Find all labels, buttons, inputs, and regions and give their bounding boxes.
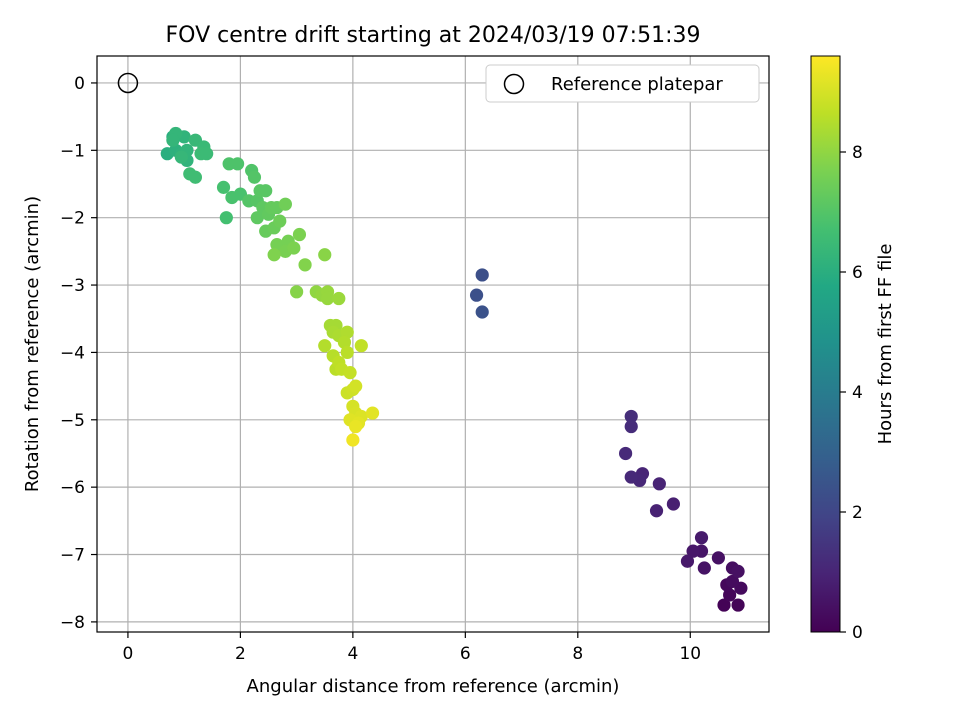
data-point	[666, 497, 681, 511]
colorbar-tick-label: 0	[852, 623, 863, 643]
legend-entry-reference: Reference platepar	[551, 74, 723, 95]
x-axis-ticks: 0 2 4 6 8 10	[123, 632, 701, 664]
colorbar-tick-label: 8	[852, 143, 863, 163]
data-point	[624, 470, 638, 484]
colorbar-label: Hours from first FF file	[875, 244, 896, 445]
chart-title: FOV centre drift starting at 2024/03/19 …	[166, 23, 701, 48]
data-point	[273, 214, 287, 228]
x-tick-label: 10	[679, 644, 701, 664]
reference-platepar-marker	[117, 72, 139, 94]
data-point	[475, 305, 489, 319]
data-point	[349, 419, 363, 434]
x-tick-label: 0	[123, 644, 134, 664]
y-axis-label: Rotation from reference (arcmin)	[22, 196, 43, 492]
legend-marker-reference	[503, 73, 525, 95]
data-point	[287, 241, 301, 255]
colorbar-tick-label: 2	[852, 503, 863, 523]
data-point	[475, 268, 489, 282]
y-tick-label: −7	[60, 546, 85, 566]
data-point	[292, 227, 307, 242]
x-tick-label: 8	[572, 644, 583, 664]
y-tick-label: −1	[60, 141, 85, 161]
data-point	[694, 531, 709, 545]
data-point	[318, 339, 332, 353]
data-point	[652, 477, 666, 491]
data-point	[267, 248, 281, 262]
data-point	[343, 366, 357, 380]
y-tick-label: −6	[60, 478, 85, 498]
data-point	[680, 554, 695, 568]
data-point	[624, 419, 638, 434]
data-point	[725, 574, 740, 589]
data-points	[117, 72, 748, 612]
colorbar-tick-label: 6	[852, 263, 863, 283]
y-axis-ticks: 0 −1 −2 −3 −4 −5 −6 −7 −8	[60, 74, 97, 633]
data-point	[723, 588, 737, 602]
x-axis-label: Angular distance from reference (arcmin)	[247, 676, 620, 697]
data-point	[250, 211, 264, 225]
data-point	[686, 544, 700, 558]
data-point	[337, 335, 352, 349]
data-point	[354, 339, 368, 353]
data-point	[349, 379, 363, 393]
y-tick-label: −8	[60, 613, 85, 633]
colorbar-ticks: 0 2 4 6 8	[840, 143, 863, 643]
data-point	[731, 564, 745, 578]
data-point	[624, 409, 638, 424]
y-tick-label: −2	[60, 209, 85, 229]
x-tick-label: 4	[347, 644, 358, 664]
data-point	[200, 147, 214, 161]
plot-frame	[96, 55, 770, 633]
data-point	[219, 211, 233, 225]
data-point	[469, 288, 484, 302]
data-point	[717, 598, 731, 612]
legend-box	[485, 64, 760, 103]
data-point	[346, 433, 360, 447]
data-point	[649, 504, 664, 518]
data-point	[318, 248, 332, 262]
data-point	[216, 180, 231, 194]
x-tick-label: 6	[460, 644, 471, 664]
data-point	[174, 150, 188, 164]
colorbar-tick-label: 4	[852, 383, 863, 403]
data-point	[188, 170, 203, 184]
y-tick-label: −5	[60, 411, 85, 431]
data-point	[290, 285, 304, 299]
y-tick-label: 0	[74, 74, 85, 94]
data-point	[259, 184, 273, 198]
data-point	[697, 561, 711, 575]
data-point	[619, 446, 633, 461]
data-point	[278, 197, 292, 211]
data-point	[298, 258, 312, 272]
x-tick-label: 2	[235, 644, 246, 664]
data-point	[711, 551, 725, 565]
legend: Reference platepar	[485, 64, 760, 103]
data-point	[320, 291, 335, 306]
y-tick-label: −4	[60, 343, 85, 363]
data-point	[731, 598, 745, 612]
data-point	[332, 291, 346, 306]
colorbar	[810, 55, 841, 633]
data-point	[365, 406, 380, 420]
data-point	[230, 157, 245, 171]
data-point	[340, 345, 354, 360]
data-point	[166, 133, 180, 147]
data-point	[340, 325, 354, 339]
data-point	[247, 170, 262, 184]
y-tick-label: −3	[60, 276, 85, 296]
